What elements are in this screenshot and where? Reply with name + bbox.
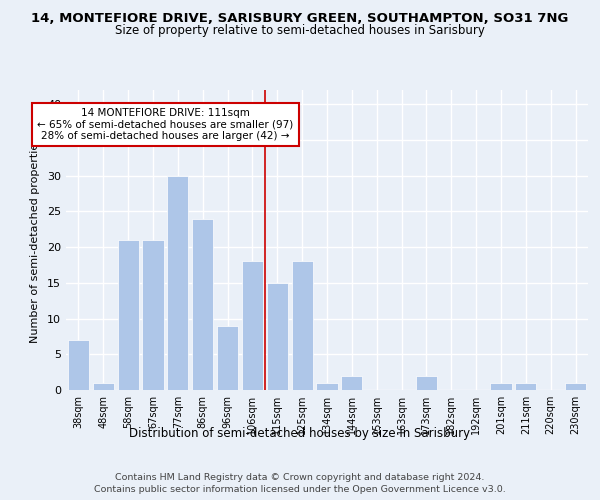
Bar xyxy=(192,218,213,390)
Bar xyxy=(242,262,263,390)
Bar xyxy=(515,383,536,390)
Text: 14, MONTEFIORE DRIVE, SARISBURY GREEN, SOUTHAMPTON, SO31 7NG: 14, MONTEFIORE DRIVE, SARISBURY GREEN, S… xyxy=(31,12,569,26)
Bar xyxy=(118,240,139,390)
Y-axis label: Number of semi-detached properties: Number of semi-detached properties xyxy=(30,137,40,343)
Text: Size of property relative to semi-detached houses in Sarisbury: Size of property relative to semi-detach… xyxy=(115,24,485,37)
Text: Distribution of semi-detached houses by size in Sarisbury: Distribution of semi-detached houses by … xyxy=(130,428,470,440)
Text: 14 MONTEFIORE DRIVE: 111sqm
← 65% of semi-detached houses are smaller (97)
28% o: 14 MONTEFIORE DRIVE: 111sqm ← 65% of sem… xyxy=(37,108,293,141)
Bar xyxy=(217,326,238,390)
Bar xyxy=(68,340,89,390)
Text: Contains HM Land Registry data © Crown copyright and database right 2024.: Contains HM Land Registry data © Crown c… xyxy=(115,472,485,482)
Bar xyxy=(416,376,437,390)
Text: Contains public sector information licensed under the Open Government Licence v3: Contains public sector information licen… xyxy=(94,485,506,494)
Bar xyxy=(167,176,188,390)
Bar xyxy=(341,376,362,390)
Bar xyxy=(142,240,164,390)
Bar xyxy=(93,383,114,390)
Bar xyxy=(490,383,512,390)
Bar xyxy=(267,283,288,390)
Bar xyxy=(565,383,586,390)
Bar xyxy=(316,383,338,390)
Bar xyxy=(292,262,313,390)
